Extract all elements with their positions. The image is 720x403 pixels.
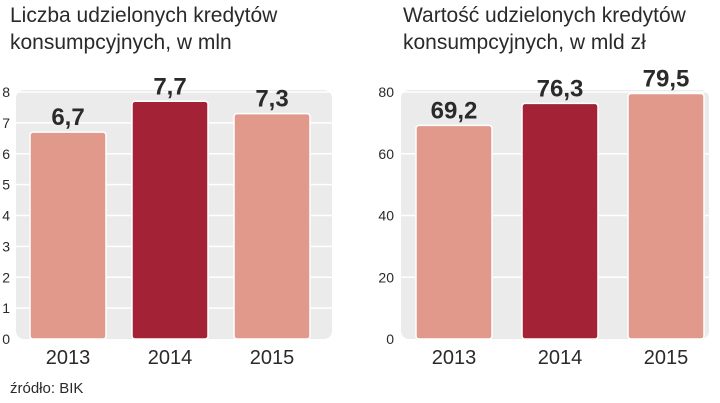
- right-chart-title: Wartość udzielonych kredytów konsumpcyjn…: [403, 2, 686, 56]
- right-chart-title-line1: Wartość udzielonych kredytów: [403, 4, 686, 27]
- left-value-label-2013: 6,7: [51, 104, 84, 131]
- right-bar-2013: [415, 124, 493, 340]
- right-chart-title-line2: konsumpcyjnych, w mld zł: [403, 31, 646, 54]
- right-y-tick-label: 40: [378, 208, 394, 224]
- left-y-tick-label: 2: [2, 269, 10, 285]
- right-x-tick-label-2014: 2014: [538, 347, 583, 369]
- right-bar-2015: [627, 92, 705, 340]
- left-x-tick-label-2015: 2015: [250, 347, 295, 369]
- left-y-tick-label: 7: [2, 115, 10, 131]
- left-x-tick-label-2014: 2014: [148, 347, 193, 369]
- left-x-tick-label-2013: 2013: [46, 347, 91, 369]
- left-y-tick-label: 4: [2, 208, 10, 224]
- left-y-tick-label: 0: [2, 331, 10, 347]
- left-bar-2014: [131, 100, 209, 340]
- left-value-label-2014: 7,7: [153, 73, 186, 100]
- right-value-label-2015: 79,5: [643, 66, 690, 93]
- left-bar-2013: [29, 131, 107, 340]
- left-y-tick-label: 5: [2, 177, 10, 193]
- right-value-label-2013: 69,2: [431, 97, 478, 124]
- left-bar-2015: [233, 112, 311, 340]
- left-y-tick-label: 1: [2, 300, 10, 316]
- left-chart-title-line2: konsumpcyjnych, w mln: [10, 31, 232, 54]
- left-chart-title: Liczba udzielonych kredytów konsumpcyjny…: [10, 2, 277, 56]
- right-value-label-2014: 76,3: [537, 75, 584, 102]
- right-y-tick-label: 20: [378, 269, 394, 285]
- left-bar-chart: 0 1 2 3 4 5 6 7 8 6,7 2013 7,7 2014 7,3 2015: [2, 73, 332, 369]
- right-x-tick-label-2015: 2015: [644, 347, 689, 369]
- left-y-tick-label: 3: [2, 238, 10, 254]
- left-chart-title-line1: Liczba udzielonych kredytów: [10, 4, 278, 27]
- right-bar-2014: [521, 102, 599, 340]
- left-y-tick-label: 6: [2, 146, 10, 162]
- source-note: źródło: BIK: [10, 380, 84, 397]
- right-y-tick-label: 80: [378, 84, 394, 100]
- left-value-label-2015: 7,3: [255, 86, 288, 113]
- right-x-tick-label-2013: 2013: [432, 347, 477, 369]
- right-y-tick-label: 0: [386, 331, 394, 347]
- right-bar-chart: 0 20 40 60 80 69,2 2013 76,3 2014 79,5 2015: [378, 66, 709, 369]
- left-y-tick-label: 8: [2, 84, 10, 100]
- right-y-tick-label: 60: [378, 146, 394, 162]
